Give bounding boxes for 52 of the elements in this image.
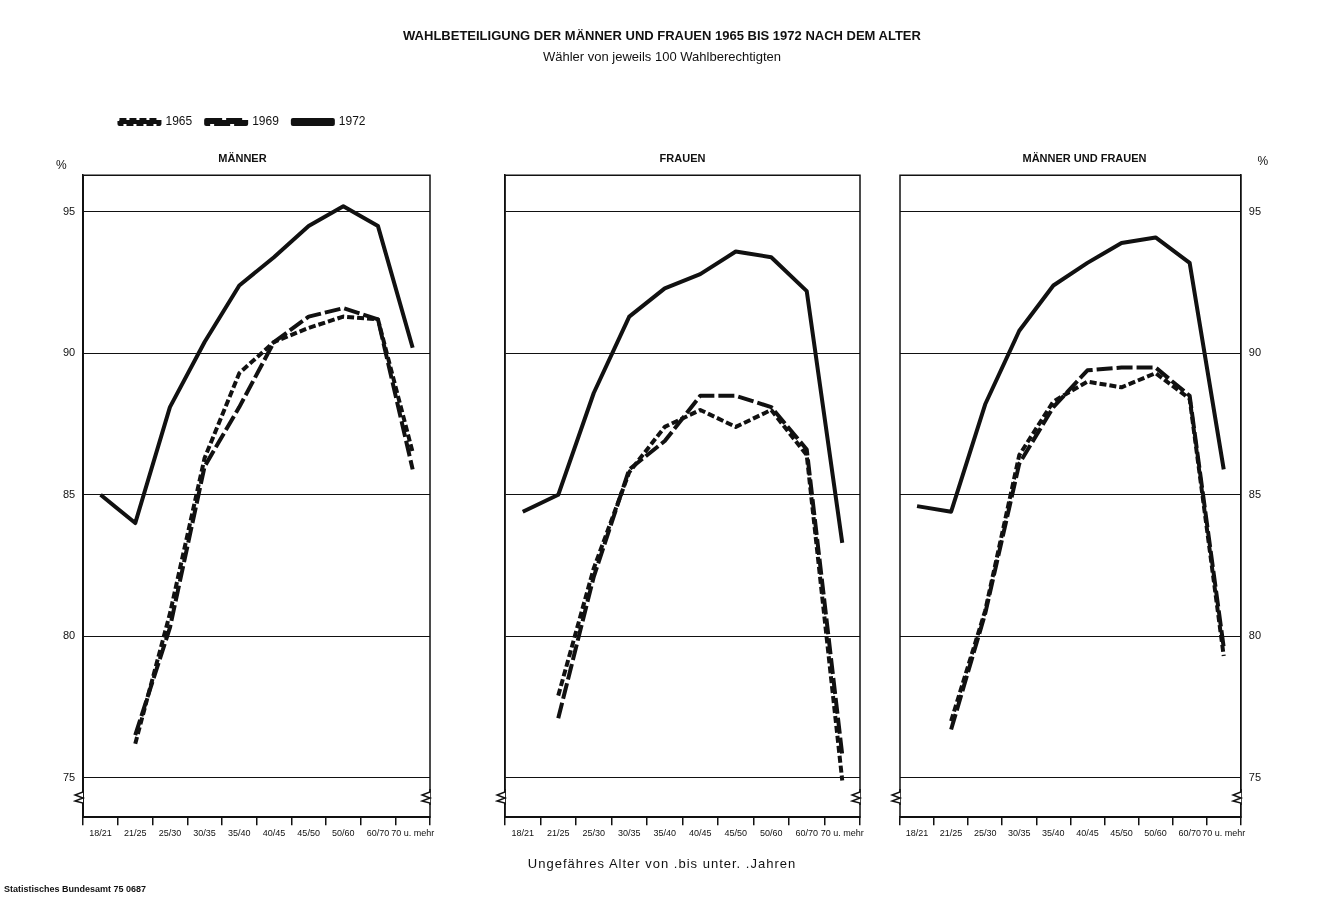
chart-title: MÄNNER UND FRAUEN [1022, 151, 1147, 164]
x-tick-label: 70 u. mehr [391, 828, 435, 839]
text: WAHLBETEILIGUNG DER MÄNNER UND FRAUEN 1965 BIS 1972 NACH DEM ALTER [402, 28, 922, 43]
text: Wähler von jeweils 100 Wahlberechtigten [542, 49, 782, 64]
y-tick-label: 85 [1248, 487, 1262, 500]
x-tick-label: 50/60 [1144, 828, 1167, 839]
y-tick-label: 90 [1248, 346, 1262, 359]
x-axis-title: Ungefähres Alter von .bis unter. .Jahren [526, 856, 798, 871]
x-tick-label: 45/50 [297, 828, 320, 839]
x-tick-label: 60/70 [366, 828, 390, 839]
x-tick-label: 45/50 [724, 828, 748, 839]
x-tick-label: 35/40 [228, 828, 251, 839]
y-tick-label: 80 [62, 629, 76, 642]
x-tick-label: 25/30 [158, 828, 182, 839]
x-tick-label: 18/21 [905, 828, 929, 839]
y-tick-label: 75 [1248, 770, 1262, 783]
x-tick-label: 40/45 [1076, 828, 1099, 839]
x-tick-label: 40/45 [688, 828, 712, 839]
legend-label: 1969 [252, 114, 280, 129]
x-tick-label: 50/60 [332, 828, 355, 839]
x-tick-label: 40/45 [262, 828, 286, 839]
x-tick-label: 45/50 [1110, 828, 1133, 839]
x-tick-label: 30/35 [1008, 828, 1031, 839]
y-axis-title: % [1257, 154, 1269, 169]
x-tick-label: 21/25 [123, 828, 147, 839]
x-tick-label: 60/70 [1178, 828, 1201, 839]
chart-title: FRAUEN [659, 151, 706, 164]
x-tick-label: 50/60 [759, 828, 783, 839]
x-tick-label: 30/35 [617, 828, 641, 839]
x-tick-label: 35/40 [1042, 828, 1065, 839]
x-tick-label: 21/25 [546, 828, 570, 839]
x-tick-label: 70 u. mehr [820, 828, 864, 839]
x-tick-label: 18/21 [511, 828, 535, 839]
legend-label: 1972 [338, 114, 366, 129]
y-tick-label: 90 [62, 346, 76, 359]
y-tick-label: 95 [62, 205, 76, 217]
y-tick-label: 80 [1248, 629, 1262, 642]
x-tick-label: 21/25 [939, 828, 963, 839]
x-tick-label: 30/35 [193, 828, 216, 839]
chart-title: MÄNNER [218, 151, 267, 164]
x-tick-label: 70 u. mehr [1202, 828, 1246, 839]
x-tick-label: 25/30 [582, 828, 606, 839]
y-axis-title: % [55, 157, 67, 172]
y-tick-label: 85 [62, 487, 76, 500]
y-tick-label: 95 [1248, 205, 1262, 217]
x-tick-label: 35/40 [653, 828, 677, 839]
x-tick-label: 18/21 [89, 828, 112, 839]
y-tick-label: 75 [62, 770, 76, 783]
x-tick-label: 25/30 [973, 828, 997, 839]
text: Statistisches Bundesamt 75 0687 [4, 884, 147, 894]
legend-label: 1965 [165, 114, 193, 129]
x-tick-label: 60/70 [795, 828, 819, 839]
